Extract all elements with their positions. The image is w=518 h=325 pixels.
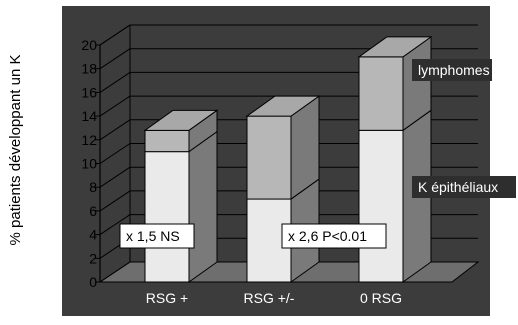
legend: lymphomes K épithéliaux [412,59,516,198]
gridline-depth [99,48,131,70]
y-axis-label: % patients développant un K [7,55,24,246]
gridline-depth [99,214,131,236]
annotation-box [281,223,387,249]
y-tick-label: 12 [81,132,97,148]
x-tick-label: RSG + [146,290,188,306]
y-tick-label: 14 [81,108,97,124]
bar-top-face [357,36,433,58]
y-tick-label: 6 [89,203,97,219]
gridline-depth [99,119,131,141]
bar-segment [246,115,292,200]
annotation-label: x 1,5 NS [126,228,180,244]
bar-side-segment [188,130,218,283]
gridline-depth [99,261,131,283]
x-tick-label: RSG +/- [244,290,295,306]
y-tick-label: 10 [81,156,97,172]
wall-top-edge [99,24,131,46]
y-tick-label: 0 [89,274,97,290]
category-labels: RSG + RSG +/- 0 RSG [146,290,402,306]
bar-segment [358,129,404,283]
y-tick-label: 16 [81,84,97,100]
gridline-depth [99,71,131,93]
bar-segment [144,129,190,153]
annotation-label: x 2,6 P<0.01 [288,228,367,244]
y-tick-label: 20 [81,37,97,53]
y-tick-label: 18 [81,61,97,77]
legend-label: K épithéliaux [418,179,498,195]
gridline-depth [99,166,131,188]
bar-top-face [245,95,321,117]
bar-segment [144,151,190,283]
x-tick-label: 0 RSG [360,290,402,306]
y-tick-labels: 0 2 4 6 8 10 12 14 16 18 20 [81,37,97,290]
y-tick-label: 4 [89,227,97,243]
gridline-depth [99,190,131,212]
y-tick-label: 8 [89,179,97,195]
legend-label: lymphomes [418,62,490,78]
gridline-depth [99,143,131,164]
legend-box [412,59,492,81]
bar-top-face [143,109,219,131]
annotation-box [119,223,195,249]
bar-segment [358,56,404,131]
legend-box [412,176,516,198]
gridline-depth [99,95,131,117]
y-tick-label: 2 [89,250,97,266]
annotations: x 1,5 NS x 2,6 P<0.01 [119,223,387,249]
